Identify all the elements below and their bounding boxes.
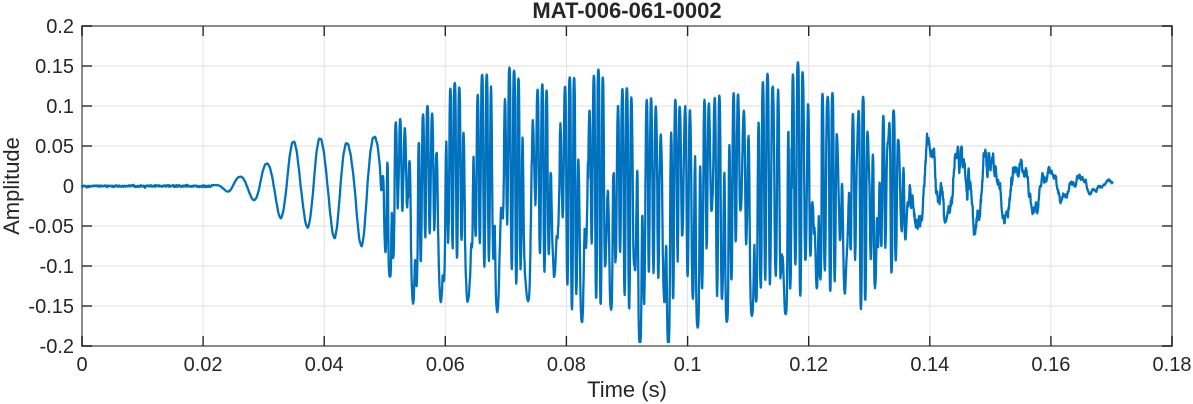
svg-text:-0.05: -0.05 <box>28 216 74 238</box>
svg-text:0.02: 0.02 <box>184 354 223 376</box>
svg-text:0.18: 0.18 <box>1153 354 1192 376</box>
svg-text:0.08: 0.08 <box>547 354 586 376</box>
svg-text:0.12: 0.12 <box>789 354 828 376</box>
svg-text:-0.1: -0.1 <box>40 256 74 278</box>
svg-text:0: 0 <box>63 176 74 198</box>
svg-text:0.06: 0.06 <box>426 354 465 376</box>
svg-text:0: 0 <box>76 354 87 376</box>
svg-text:0.1: 0.1 <box>46 96 74 118</box>
svg-text:-0.15: -0.15 <box>28 296 74 318</box>
svg-text:0.15: 0.15 <box>35 56 74 78</box>
svg-text:0.1: 0.1 <box>674 354 702 376</box>
svg-text:0.2: 0.2 <box>46 16 74 38</box>
svg-text:0.14: 0.14 <box>910 354 949 376</box>
svg-text:Time (s): Time (s) <box>587 377 667 402</box>
svg-text:Amplitude: Amplitude <box>0 137 24 235</box>
svg-text:0.04: 0.04 <box>305 354 344 376</box>
svg-text:0.05: 0.05 <box>35 136 74 158</box>
svg-text:0.16: 0.16 <box>1031 354 1070 376</box>
svg-text:MAT-006-061-0002: MAT-006-061-0002 <box>532 0 721 23</box>
svg-text:-0.2: -0.2 <box>40 336 74 358</box>
